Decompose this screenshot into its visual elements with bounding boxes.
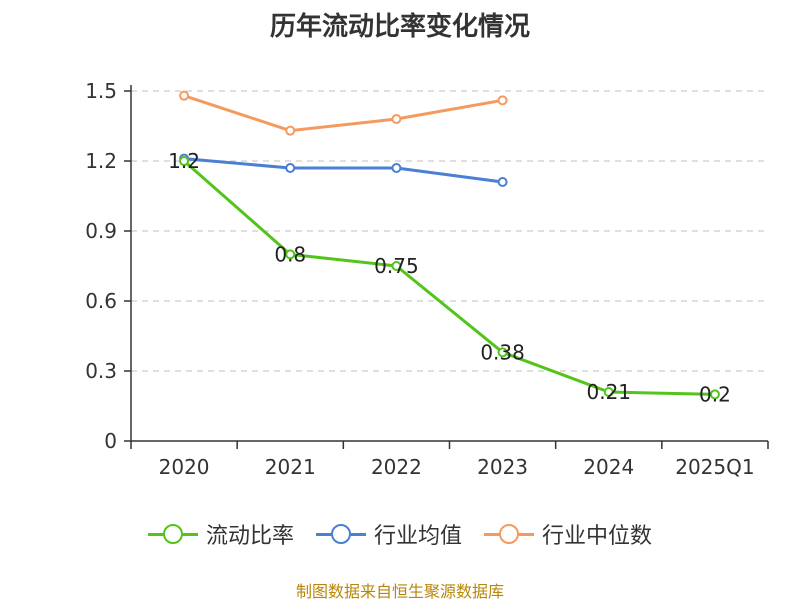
legend-label: 流动比率 <box>205 524 294 549</box>
data-point <box>709 389 720 400</box>
data-point <box>285 163 296 173</box>
data-point <box>285 125 296 136</box>
legend-item-current-ratio[interactable]: 流动比率 <box>147 518 294 550</box>
data-label: 0.75 <box>374 254 419 278</box>
data-point <box>497 95 508 106</box>
data-label: 1.2 <box>168 149 200 173</box>
y-tick-label: 0.9 <box>85 219 117 243</box>
x-tick-label: 2020 <box>159 455 210 479</box>
x-tick-label: 2022 <box>371 455 422 479</box>
data-point <box>179 156 190 166</box>
y-tick-label: 0.3 <box>85 359 117 383</box>
data-label: 0.38 <box>480 340 525 364</box>
series-line <box>183 159 715 396</box>
chart-title: 历年流动比率变化情况 <box>269 12 530 42</box>
data-point <box>285 249 296 260</box>
data-point <box>497 347 508 358</box>
data-point <box>391 163 402 173</box>
source-note: 制图数据来自恒生聚源数据库 <box>295 582 504 601</box>
series-line <box>183 94 503 133</box>
data-label: 0.2 <box>699 382 731 406</box>
x-tick-label: 2023 <box>477 455 528 479</box>
y-tick-label: 0 <box>104 429 117 453</box>
legend: 流动比率 行业均值 行业中位数 <box>0 518 800 550</box>
data-point <box>603 387 614 397</box>
legend-label: 行业中位数 <box>542 524 653 549</box>
series-line <box>183 157 503 184</box>
legend-marker <box>484 524 534 544</box>
data-point <box>391 114 402 124</box>
x-tick-label: 2021 <box>265 455 316 479</box>
legend-item-industry-mean[interactable]: 行业均值 <box>315 518 462 550</box>
data-point <box>497 177 508 187</box>
legend-label: 行业均值 <box>373 524 462 549</box>
legend-marker <box>315 524 366 544</box>
legend-marker <box>147 524 198 544</box>
data-point <box>391 261 402 271</box>
y-tick-label: 1.5 <box>85 79 117 103</box>
y-tick-label: 1.2 <box>85 149 117 173</box>
x-tick-label: 2024 <box>583 455 634 479</box>
data-label: 0.21 <box>586 380 631 404</box>
data-label: 0.8 <box>274 242 306 266</box>
data-point <box>179 90 190 101</box>
y-tick-label: 0.6 <box>85 289 117 313</box>
x-tick-label: 2025Q1 <box>675 455 754 479</box>
legend-item-industry-median[interactable]: 行业中位数 <box>484 518 652 550</box>
